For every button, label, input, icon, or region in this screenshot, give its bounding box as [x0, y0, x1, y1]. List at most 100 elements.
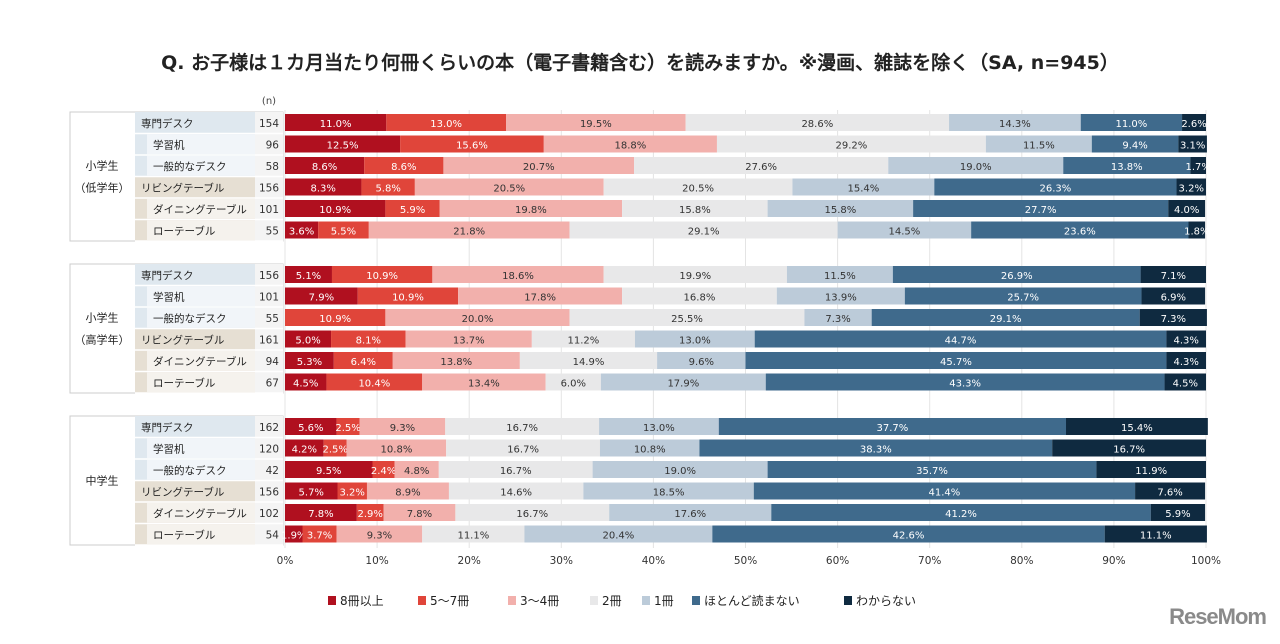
legend-label: ほとんど読まない — [704, 593, 800, 608]
bar-segment — [285, 418, 337, 435]
bar-segment — [285, 266, 332, 283]
x-tick-label: 10% — [365, 555, 388, 567]
data-label: 7.6% — [1157, 488, 1182, 499]
row-n: 102 — [259, 508, 279, 520]
bar-segment — [599, 439, 700, 457]
bar-segment — [786, 266, 893, 283]
data-label: 3.6% — [289, 227, 314, 238]
x-tick-label: 60% — [826, 555, 849, 567]
row-label: 一般的なデスク — [153, 160, 227, 173]
bar-segment — [1080, 114, 1183, 131]
data-label: 42.6% — [893, 531, 925, 542]
bar-segment — [285, 200, 386, 217]
data-label: 3.1% — [1180, 141, 1205, 152]
data-label: 19.0% — [664, 466, 696, 477]
data-label: 18.8% — [614, 141, 646, 152]
bar-segment — [302, 525, 337, 543]
data-label: 5.5% — [331, 227, 356, 238]
bar-segment — [432, 266, 604, 283]
data-label: 16.8% — [684, 293, 716, 304]
data-label: 8.3% — [311, 184, 336, 195]
data-label: 20.7% — [523, 162, 555, 173]
data-label: 1.7% — [1185, 162, 1210, 173]
data-label: 10.9% — [319, 205, 351, 216]
data-label: 5.0% — [295, 336, 320, 347]
bar-segment — [422, 373, 546, 391]
data-label: 10.8% — [381, 445, 413, 456]
data-label: 20.0% — [462, 314, 494, 325]
data-label: 11.1% — [457, 531, 489, 542]
bar-segment — [685, 114, 950, 131]
row-label-bg — [147, 524, 255, 544]
row-label: 一般的なデスク — [153, 312, 227, 325]
bar-segment — [1166, 330, 1206, 348]
data-label: 4.8% — [404, 466, 429, 477]
data-label: 13.8% — [1111, 162, 1143, 173]
data-label: 13.0% — [643, 423, 675, 434]
bar-segment — [1096, 461, 1206, 478]
data-label: 8.1% — [356, 336, 381, 347]
bar-segment — [767, 200, 914, 217]
bar-segment — [754, 330, 1167, 348]
bar-segment — [592, 461, 768, 478]
bar-segment — [285, 157, 365, 174]
bar-segment — [356, 504, 384, 521]
bar-segment — [1188, 221, 1206, 239]
data-label: 6.0% — [561, 379, 586, 390]
bar-segment — [792, 178, 935, 196]
bar-segment — [1178, 135, 1207, 153]
legend-label: 5～7冊 — [430, 594, 469, 608]
legend-swatch — [692, 596, 700, 605]
bar-segment — [524, 525, 713, 543]
x-tick-label: 0% — [277, 555, 294, 567]
bar-segment — [394, 461, 439, 478]
bar-segment — [445, 418, 600, 435]
legend-label: わからない — [856, 594, 916, 608]
row-label: リビングテーブル — [141, 182, 224, 195]
row-label-bg — [147, 134, 255, 154]
data-label: 3.2% — [1179, 184, 1204, 195]
bar-segment — [438, 461, 593, 478]
row-label: 学習机 — [153, 443, 185, 456]
legend-swatch — [508, 596, 516, 605]
bar-segment — [776, 287, 905, 305]
data-label: 11.5% — [824, 271, 856, 282]
row-n: 162 — [259, 422, 279, 434]
bar-segment — [285, 373, 327, 391]
bar-segment — [285, 287, 358, 305]
row-label-bg — [147, 308, 255, 328]
bar-segment — [745, 352, 1167, 369]
data-label: 18.5% — [653, 488, 685, 499]
bar-segment — [405, 330, 532, 348]
bar-segment — [519, 352, 658, 369]
legend-label: 3～4冊 — [520, 594, 559, 608]
row-label: ローテーブル — [153, 529, 215, 542]
bar-segment — [439, 200, 623, 217]
bar-segment — [600, 373, 766, 391]
x-tick-label: 90% — [1102, 555, 1125, 567]
legend-swatch — [844, 596, 852, 605]
data-label: 13.7% — [453, 336, 485, 347]
data-label: 5.7% — [299, 488, 324, 499]
data-label: 12.5% — [327, 141, 359, 152]
bar-segment — [361, 178, 415, 196]
bar-segment — [383, 504, 456, 521]
bar-segment — [285, 309, 386, 326]
legend-label: 1冊 — [654, 594, 674, 608]
bar-segment — [1140, 266, 1206, 283]
data-label: 4.2% — [292, 445, 317, 456]
data-label: 15.8% — [679, 205, 711, 216]
bar-segment — [888, 157, 1064, 174]
group-label: 小学生 — [86, 159, 119, 173]
bar-segment — [1135, 482, 1206, 500]
data-label: 7.3% — [825, 314, 850, 325]
bar-segment — [545, 373, 601, 391]
data-label: 23.6% — [1064, 227, 1096, 238]
legend-swatch — [418, 596, 426, 605]
bar-segment — [366, 482, 449, 500]
data-label: 14.5% — [888, 227, 920, 238]
bar-segment — [1182, 114, 1206, 131]
bar-segment — [1166, 352, 1206, 369]
bar-segment — [634, 330, 755, 348]
